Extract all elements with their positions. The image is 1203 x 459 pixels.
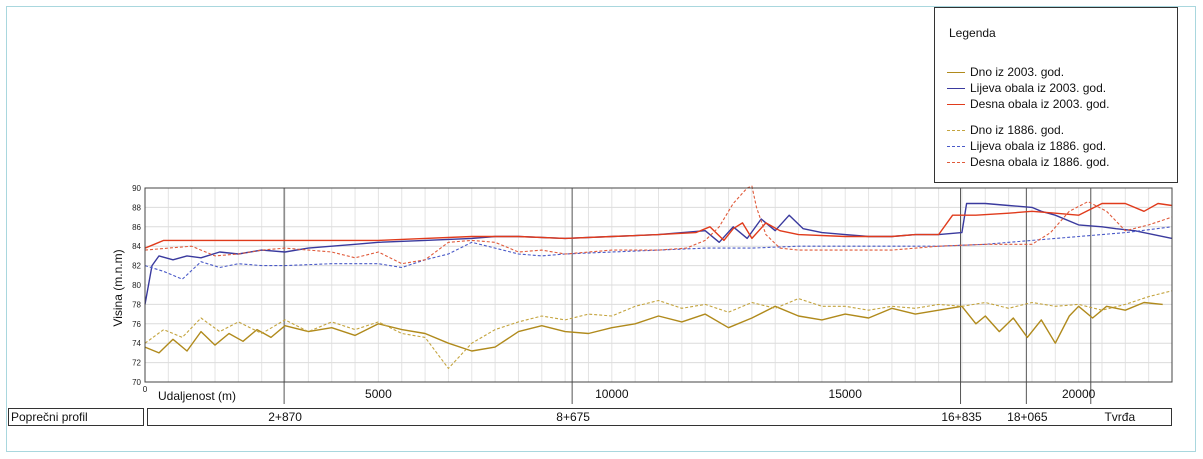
y-tick-label: 72 bbox=[132, 359, 141, 368]
legend-entry: Lijeva obala iz 1886. god. bbox=[947, 139, 1106, 153]
grid-lines bbox=[144, 187, 1173, 383]
y-tick-label: 84 bbox=[132, 242, 141, 251]
series-line-1 bbox=[144, 301, 1163, 354]
x-tick-label: 0 bbox=[143, 385, 148, 394]
y-tick-label: 74 bbox=[132, 339, 141, 348]
legend-label: Lijeva obala iz 2003. god. bbox=[970, 81, 1107, 95]
cross-section-stations: 2+870 8+675 16+835 18+065 Tvrđa bbox=[147, 408, 1172, 426]
legend-title: Legenda bbox=[949, 26, 996, 40]
legend-label: Dno iz 2003. god. bbox=[970, 65, 1065, 79]
y-axis-label: Visina (m.n.m) bbox=[111, 249, 125, 326]
legend-swatch bbox=[947, 72, 965, 74]
figure-frame bbox=[6, 6, 1196, 452]
series-line-3 bbox=[144, 202, 1173, 249]
x-axis-label: Udaljenost (m) bbox=[158, 389, 236, 403]
legend-swatch bbox=[947, 88, 965, 90]
series-line-6 bbox=[144, 185, 1173, 265]
x-tick-label: 5000 bbox=[365, 387, 392, 401]
axes-box bbox=[144, 187, 1173, 383]
legend-label: Dno iz 1886. god. bbox=[970, 123, 1065, 137]
legend-entry: Lijeva obala iz 2003. god. bbox=[947, 81, 1106, 95]
cross-section-station: 2+870 bbox=[268, 410, 302, 424]
cross-section-station: 16+835 bbox=[941, 410, 982, 424]
x-tick-label: 20000 bbox=[1062, 387, 1096, 401]
cross-section-label: Poprečni profil bbox=[8, 408, 144, 426]
y-tick-label: 80 bbox=[132, 281, 141, 290]
series-lines bbox=[144, 185, 1173, 369]
legend-entry: Dno iz 2003. god. bbox=[947, 65, 1064, 79]
x-tick-label: 15000 bbox=[829, 387, 863, 401]
y-tick-label: 82 bbox=[132, 262, 141, 271]
series-line-4 bbox=[144, 290, 1173, 369]
y-tick-label: 70 bbox=[132, 378, 141, 387]
legend-entry: Dno iz 1886. god. bbox=[947, 123, 1064, 137]
legend-label: Desna obala iz 1886. god. bbox=[970, 155, 1110, 169]
legend-label: Lijeva obala iz 1886. god. bbox=[970, 139, 1107, 153]
legend-entry: Desna obala iz 2003. god. bbox=[947, 97, 1109, 111]
axes: 70 72 74 76 78 80 82 84 86 88 90 0 5000 10000 15000 200… bbox=[132, 184, 1173, 401]
legend-swatch bbox=[947, 130, 965, 132]
legend-label: Desna obala iz 2003. god. bbox=[970, 97, 1110, 111]
y-tick-label: 86 bbox=[132, 223, 141, 232]
legend-entry: Desna obala iz 1886. god. bbox=[947, 155, 1109, 169]
cross-section-row: Poprečni profil 2+870 8+675 16+835 18+065 Tv… bbox=[8, 408, 1172, 426]
section-lines bbox=[283, 188, 1092, 404]
y-tick-label: 76 bbox=[132, 320, 141, 329]
legend-swatch bbox=[947, 162, 965, 164]
legend-swatch bbox=[947, 146, 965, 148]
legend: Legenda Dno iz 2003. god. Lijeva obala iz… bbox=[934, 7, 1178, 183]
y-tick-label: 78 bbox=[132, 300, 141, 309]
cross-section-station: 18+065 bbox=[1007, 410, 1048, 424]
cross-section-station: Tvrđa bbox=[1104, 410, 1136, 424]
y-tick-label: 88 bbox=[132, 203, 141, 212]
legend-swatch bbox=[947, 104, 965, 106]
cross-section-station: 8+675 bbox=[556, 410, 590, 424]
y-tick-label: 90 bbox=[132, 184, 141, 193]
series-line-5 bbox=[144, 226, 1173, 280]
x-tick-label: 10000 bbox=[595, 387, 629, 401]
